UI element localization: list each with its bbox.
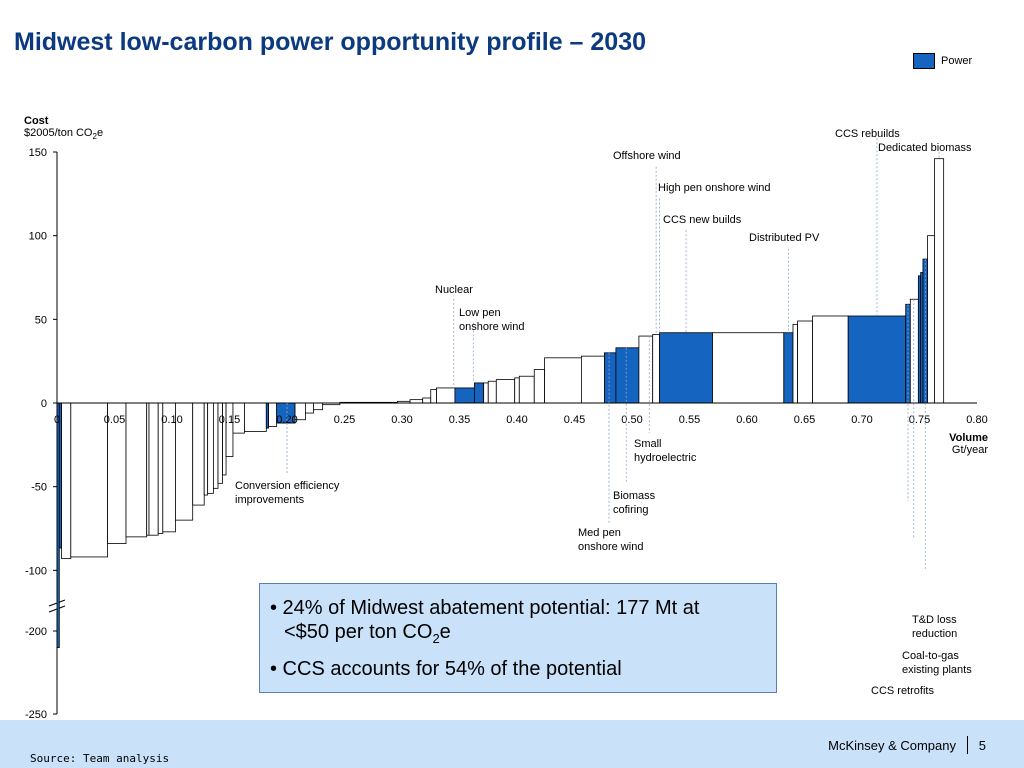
bar-other <box>514 377 520 404</box>
bar-other <box>207 402 214 494</box>
bar-other <box>203 402 209 496</box>
y-axis-title: Cost <box>24 115 49 127</box>
x-tick-label: 0.60 <box>736 414 757 426</box>
bar-other <box>212 402 219 489</box>
annotation-med-pen-onshore-wind: Med pen onshore wind <box>578 527 644 553</box>
bar-other <box>148 402 159 536</box>
bar-power <box>783 332 794 404</box>
footer-divider <box>967 736 968 754</box>
brand: McKinsey & Company <box>828 738 956 753</box>
x-tick-label: 0.55 <box>679 414 700 426</box>
bar-other <box>304 402 314 414</box>
x-tick-label: 0.30 <box>391 414 412 426</box>
bar-other <box>483 382 489 404</box>
footer: Source: Team analysis McKinsey & Company… <box>0 720 1024 768</box>
annotation-low-pen-onshore-wind: Low pen onshore wind <box>459 307 525 333</box>
annotation-ccs-new-builds: CCS new builds <box>663 214 742 226</box>
y-tick-label: -250 <box>25 709 47 720</box>
bar-other <box>544 357 582 404</box>
bar-other <box>495 379 516 404</box>
bar-other <box>533 369 545 404</box>
x-tick-label: 0 <box>54 414 60 426</box>
source-note: Source: Team analysis <box>30 752 170 765</box>
bar-power <box>615 347 640 404</box>
bar-other <box>313 402 324 411</box>
abatement-cost-chart: 150 100 50 0 -50 -100 -200 -250 0 0.05 0.10 0.15 0.2… <box>25 138 988 720</box>
x-tick-label: 0.35 <box>449 414 470 426</box>
bar-other <box>934 158 945 404</box>
bar-other <box>409 399 424 404</box>
bar-other <box>638 335 654 404</box>
x-tick-label: 0.15 <box>219 414 240 426</box>
bar-other <box>792 323 798 404</box>
x-tick-label: 0.80 <box>966 414 987 426</box>
annotation-offshore-wind: Offshore wind <box>613 150 681 162</box>
annotation-nuclear: Nuclear <box>435 284 473 296</box>
bar-power <box>659 332 713 404</box>
x-tick-label: 0.05 <box>104 414 125 426</box>
legend: Power <box>913 53 972 69</box>
bar-other <box>712 332 785 404</box>
annotation-ccs-rebuilds: CCS rebuilds <box>835 128 900 140</box>
annotation-conversion-efficiency: Conversion efficiency improvements <box>235 480 340 506</box>
y-axis-label: Cost $2005/ton CO2e <box>24 115 103 143</box>
annotation-coal-to-gas: Coal-to-gas existing plants <box>902 650 972 676</box>
x-tick-label: 0.70 <box>851 414 872 426</box>
annotation-ccs-retrofits: CCS retrofits <box>871 685 934 697</box>
annotation-biomass-cofiring: Biomass cofiring <box>613 490 656 516</box>
bar-other <box>225 402 234 457</box>
x-tick-label: 0.65 <box>794 414 815 426</box>
bar-other <box>422 397 432 404</box>
bar-other <box>909 298 919 404</box>
bar-other <box>192 402 205 506</box>
bar-other <box>812 315 849 404</box>
x-tick-label: 0.40 <box>506 414 527 426</box>
bar-other <box>927 235 935 404</box>
bar-other <box>244 402 267 432</box>
annotation-high-pen-onshore-wind: High pen onshore wind <box>658 182 771 194</box>
x-axis-label: Volume Gt/year <box>949 432 988 456</box>
x-tick-label: 0.75 <box>909 414 930 426</box>
x-axis-title: Volume <box>949 432 988 444</box>
insight-2: • CCS accounts for 54% of the potential <box>270 658 622 680</box>
bar-other <box>125 402 148 538</box>
x-tick-label: 0.25 <box>334 414 355 426</box>
y-tick-label: 100 <box>29 231 47 243</box>
bar-power <box>847 315 907 404</box>
y-tick-label: -100 <box>25 565 47 577</box>
y-tick-label: 150 <box>29 147 47 159</box>
bar-other <box>487 380 497 404</box>
bar-other <box>61 402 72 560</box>
bar-power <box>474 382 485 404</box>
bar-other <box>518 375 535 404</box>
insight-1: • 24% of Midwest abatement potential: 17… <box>270 597 700 646</box>
bar-other <box>430 389 437 404</box>
y-tick-label: -50 <box>31 482 47 494</box>
x-tick-label: 0.45 <box>564 414 585 426</box>
annotation-dedicated-biomass: Dedicated biomass <box>878 142 972 154</box>
bar-other <box>652 333 661 404</box>
x-tick-label: 0.10 <box>161 414 182 426</box>
annotation-small-hydroelectric: Small hydroelectric <box>634 438 697 464</box>
y-axis-unit: $2005/ton CO2e <box>24 127 104 142</box>
annotation-distributed-pv: Distributed PV <box>749 232 820 244</box>
x-axis-unit: Gt/year <box>951 444 988 456</box>
legend-swatch-power <box>913 53 935 69</box>
legend-label-power: Power <box>941 55 973 67</box>
bar-power <box>604 352 617 404</box>
bar-other <box>70 402 109 558</box>
page-title: Midwest low-carbon power opportunity pro… <box>14 28 647 56</box>
page-number: 5 <box>978 738 986 753</box>
bar-other <box>581 355 605 404</box>
y-tick-label: 50 <box>35 314 47 326</box>
y-tick-label: -200 <box>25 626 47 638</box>
bar-power <box>454 387 475 404</box>
bar-other <box>436 387 456 404</box>
x-tick-label: 0.50 <box>621 414 642 426</box>
y-tick-label: 0 <box>41 398 47 410</box>
key-insight-callout: • 24% of Midwest abatement potential: 17… <box>259 583 777 693</box>
annotation-td-loss-reduction: T&D loss reduction <box>912 614 958 640</box>
bar-other <box>797 320 813 404</box>
